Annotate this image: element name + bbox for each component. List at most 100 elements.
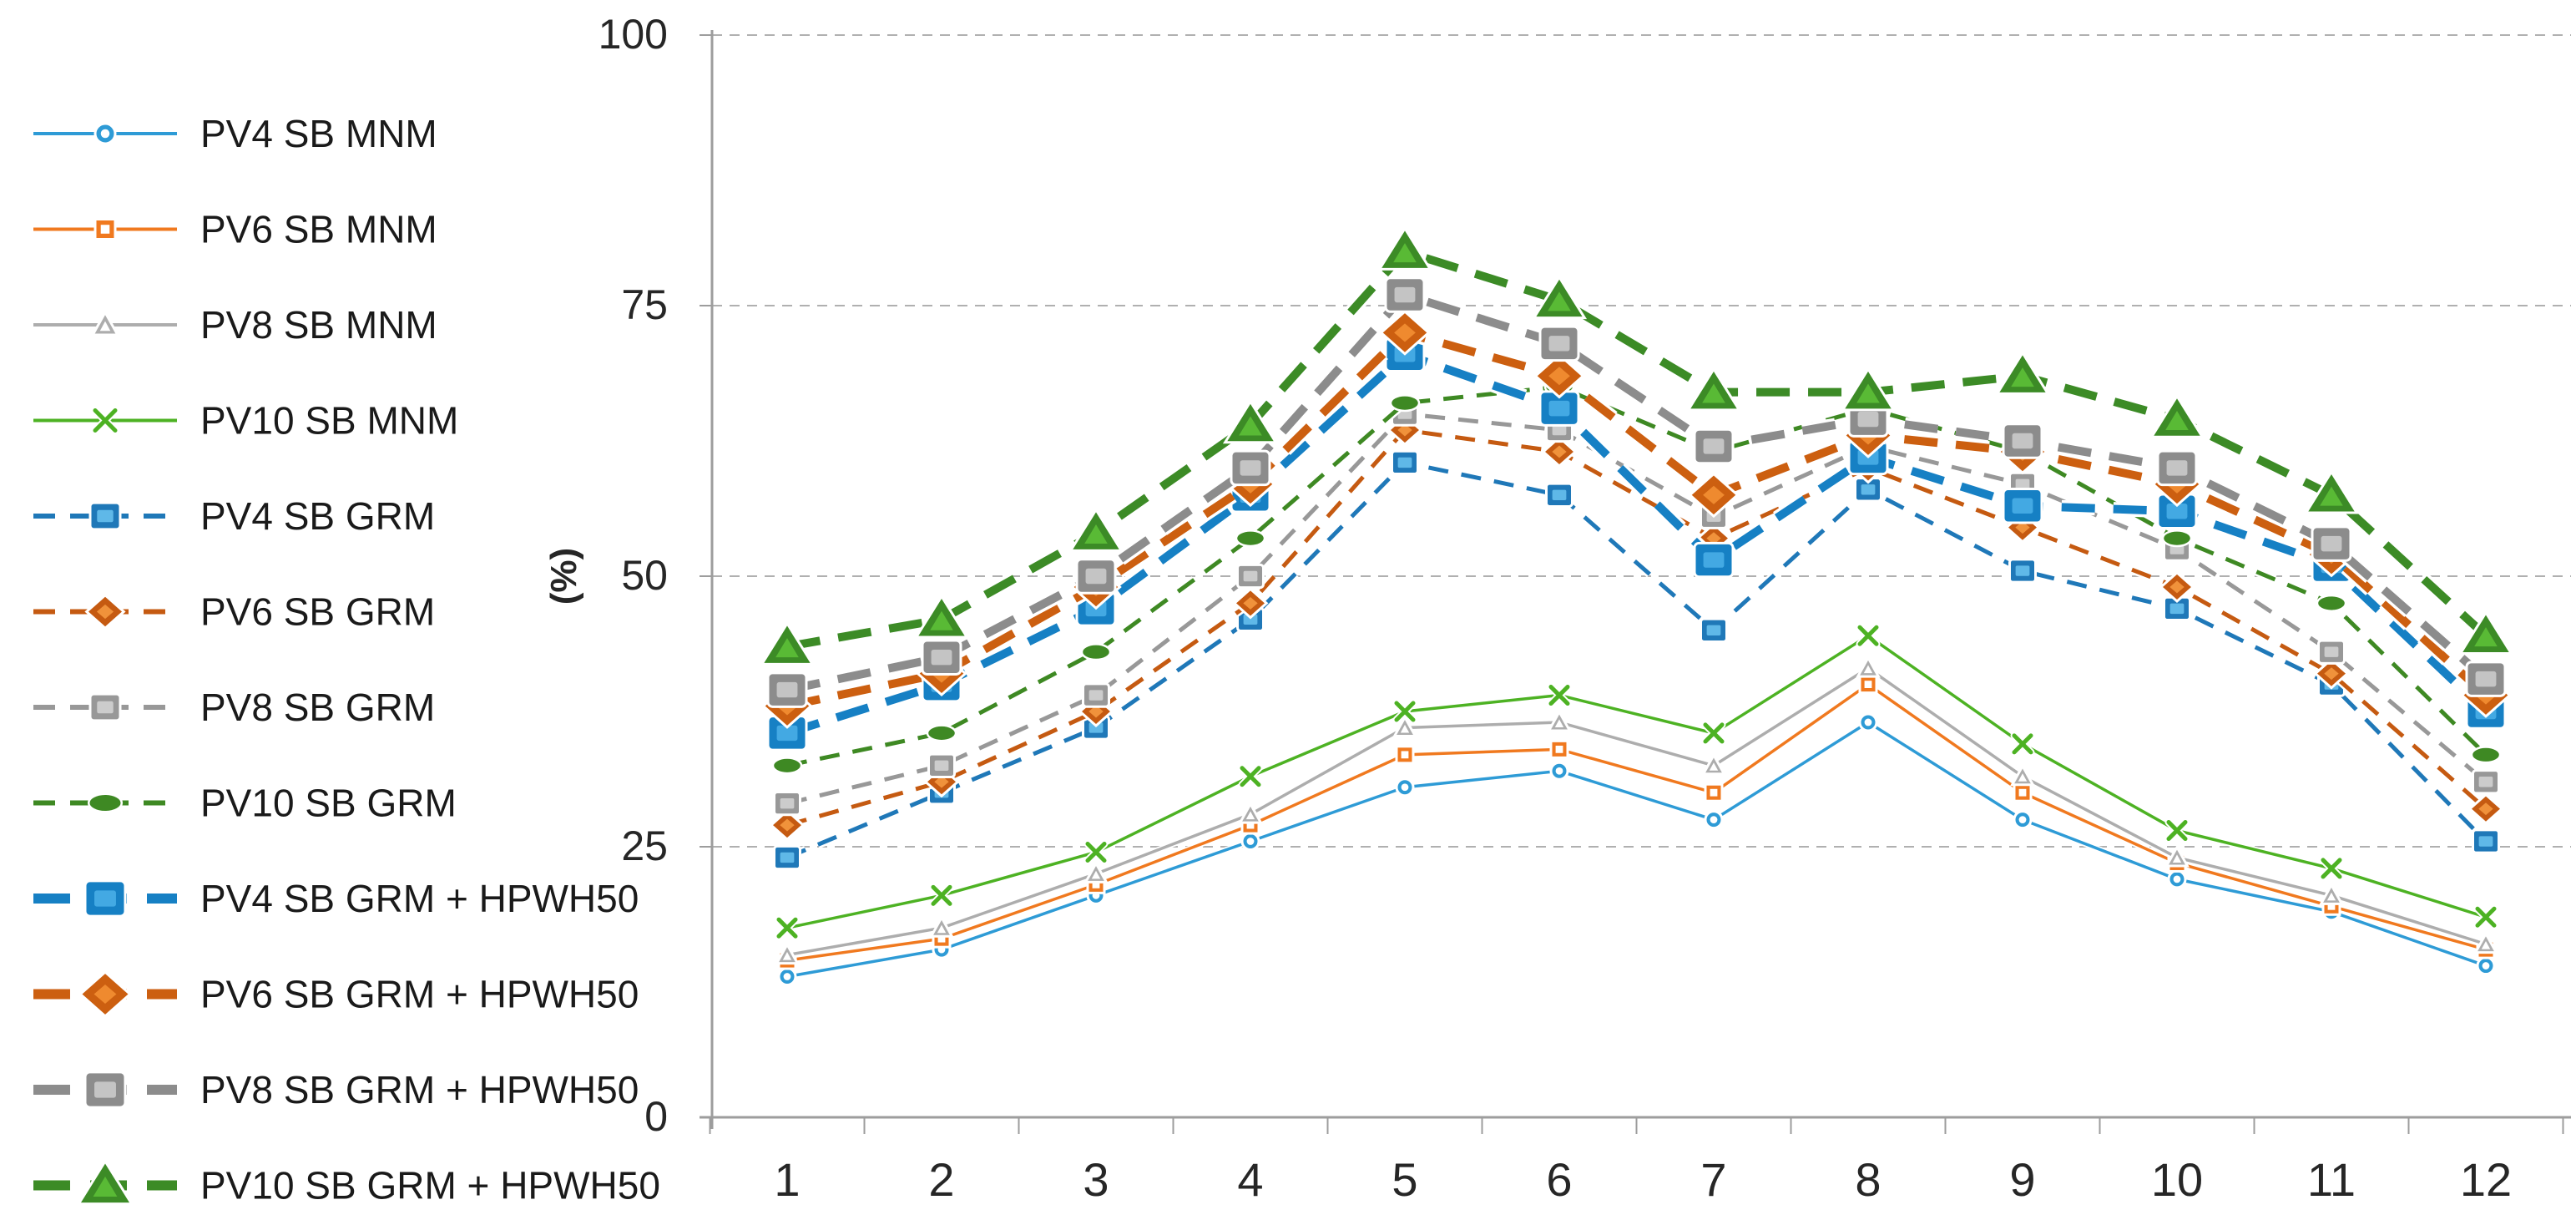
series-line (786, 666, 2487, 957)
square-open-marker (1704, 782, 1724, 802)
square-open-marker (1858, 675, 1878, 695)
x-tick-label: 4 (1237, 1153, 1263, 1206)
triangle-open-marker (90, 310, 120, 337)
legend-item: PV10 SB GRM + HPWH50 (33, 1158, 660, 1207)
x-marker (929, 883, 954, 908)
square-marker (1236, 563, 1265, 590)
circle-open-marker (1240, 832, 1260, 852)
series-line (786, 460, 2488, 860)
oval-marker (1080, 643, 1112, 661)
diamond-marker (1232, 587, 1269, 620)
legend-label: PV4 SB GRM + HPWH50 (200, 877, 639, 920)
triangle-open-marker (1701, 752, 1726, 776)
legend-item: PV4 SB GRM + HPWH50 (33, 877, 639, 920)
square-marker (1236, 606, 1265, 632)
triangle-open-marker (1392, 714, 1417, 737)
legend-item: PV10 SB GRM (33, 782, 457, 825)
legend-item: PV8 SB MNM (33, 303, 437, 347)
x-marker (2319, 856, 2344, 881)
square-marker (1693, 541, 1735, 579)
legend-item: PV6 SB MNM (33, 208, 437, 251)
square-marker (2156, 449, 2198, 487)
square-marker (83, 879, 127, 918)
series-line (786, 384, 2488, 768)
triangle-marker (1685, 367, 1742, 412)
triangle-open-marker (1238, 801, 1263, 824)
circle-open-marker (1395, 777, 1415, 797)
legend: PV4 SB MNM PV6 SB MNM PV8 SB MNM PV10 SB MN… (33, 112, 660, 1207)
square-marker (927, 752, 956, 778)
triangle-open-marker (2164, 844, 2190, 868)
x-tick-label: 1 (774, 1153, 800, 1206)
x-marker (1701, 721, 1726, 746)
square-marker (773, 844, 801, 871)
series-line (785, 290, 2489, 694)
circle-open-marker (1704, 810, 1724, 830)
triangle-marker (1994, 350, 2051, 395)
legend-label: PV4 SB MNM (200, 112, 437, 155)
x-tick-label: 3 (1083, 1153, 1109, 1206)
y-tick-label: 75 (621, 281, 668, 328)
y-tick-label: 50 (621, 552, 668, 599)
x-marker (1392, 699, 1417, 724)
y-tick-label: 100 (599, 11, 668, 58)
x-tick-label: 11 (2307, 1153, 2356, 1206)
triangle-open-marker (1083, 860, 1109, 883)
triangle-marker (2149, 393, 2205, 438)
oval-marker (926, 724, 957, 742)
square-marker (2465, 661, 2507, 697)
legend-label: PV10 SB GRM (200, 782, 457, 825)
square-marker (1693, 428, 1735, 465)
square-marker (1391, 449, 1419, 476)
x-marker (1083, 839, 1109, 864)
triangle-marker (1840, 367, 1897, 412)
x-tick-label: 8 (1855, 1153, 1881, 1206)
legend-label: PV8 SB GRM + HPWH50 (200, 1068, 639, 1111)
x-marker (1856, 623, 1881, 648)
triangle-marker (1222, 399, 1279, 444)
x-tick-label: 9 (2009, 1153, 2035, 1206)
series-line-halo (786, 718, 2488, 980)
series-pv10-sb-mnm (775, 623, 2498, 940)
diamond-marker (2159, 570, 2195, 604)
series-pv4-sb-grm (773, 449, 2500, 871)
square-marker (2311, 525, 2352, 562)
square-open-marker (1395, 745, 1415, 765)
triangle-marker (1068, 507, 1124, 552)
x-tick-label: 12 (2460, 1153, 2512, 1206)
square-marker (766, 671, 808, 708)
x-tick-label: 2 (928, 1153, 954, 1206)
oval-marker (87, 792, 124, 813)
series-line (786, 682, 2487, 962)
square-marker (83, 1071, 127, 1109)
triangle-open-marker (1547, 709, 1572, 732)
legend-label: PV8 SB GRM (200, 686, 435, 729)
circle-open-marker (1858, 712, 1878, 732)
diamond-marker (1541, 435, 1578, 468)
legend-label: PV4 SB GRM (200, 494, 435, 538)
x-marker (91, 407, 119, 434)
series-pv6-sb-mnm (777, 675, 2496, 970)
triangle-marker (76, 1158, 134, 1206)
legend-item: PV6 SB GRM + HPWH50 (33, 970, 639, 1018)
square-marker (1230, 449, 1271, 487)
square-marker (1538, 325, 1580, 362)
x-marker (2010, 732, 2035, 757)
triangle-open-marker (929, 914, 954, 938)
diamond-marker (78, 970, 133, 1018)
legend-item: PV8 SB GRM (33, 686, 435, 729)
y-tick-label: 0 (644, 1093, 668, 1140)
legend-label: PV10 SB MNM (200, 399, 458, 443)
series-line (786, 720, 2487, 979)
x-tick-label: 7 (1700, 1153, 1726, 1206)
square-marker (2317, 639, 2346, 665)
diamond-marker (1688, 472, 1740, 519)
series-line (786, 428, 2488, 828)
triangle-open-marker (1856, 655, 1881, 678)
oval-marker (1389, 394, 1421, 413)
legend-item: PV4 SB GRM (33, 494, 435, 538)
square-marker (1082, 682, 1110, 708)
square-open-marker (93, 218, 117, 240)
